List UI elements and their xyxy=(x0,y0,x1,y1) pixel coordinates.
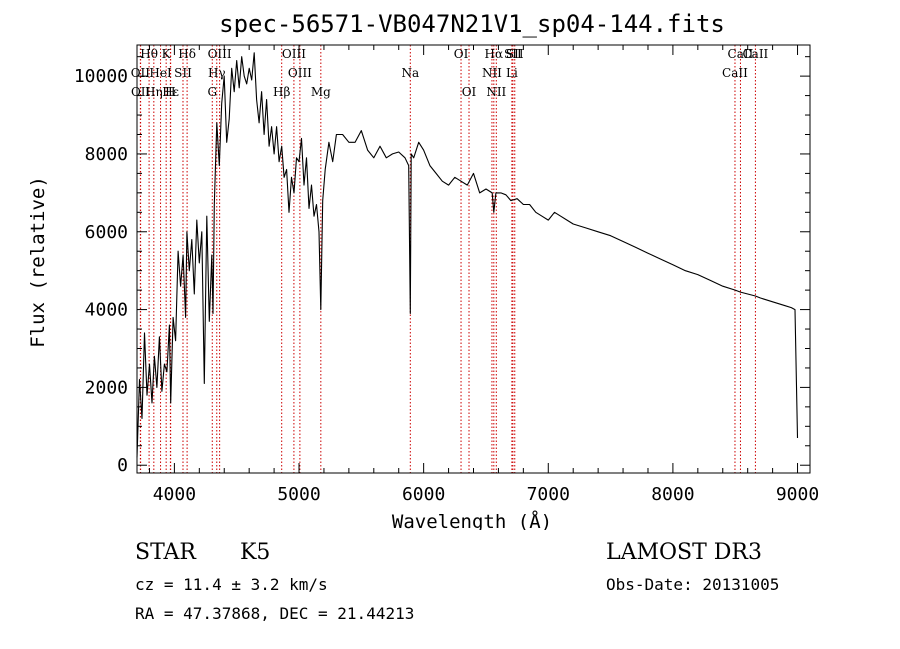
marker-label-20: Hη xyxy=(145,85,163,99)
axis-ticks xyxy=(137,45,810,473)
marker-label-22: G xyxy=(207,85,217,99)
x-tick-label-3: 7000 xyxy=(527,484,570,505)
x-tick-label-5: 9000 xyxy=(776,484,819,505)
marker-label-26: NII xyxy=(486,85,506,99)
marker-label-0: Hθ xyxy=(140,47,158,61)
redshift-velocity: cz = 11.4 ± 3.2 km/s xyxy=(135,575,328,594)
x-tick-label-0: 4000 xyxy=(153,484,196,505)
marker-label-14: Na xyxy=(401,66,419,80)
marker-label-4: OIII xyxy=(282,47,306,61)
marker-label-24: Mg xyxy=(311,85,331,99)
marker-label-12: Hγ xyxy=(208,66,226,80)
marker-label-10: HeI xyxy=(149,66,172,80)
marker-label-25: OI xyxy=(462,85,477,99)
spectrum-chart: spec-56571-VB047N21V1_sp04-144.fits Hθ K H… xyxy=(27,10,820,530)
x-tick-labels: 4000 5000 6000 7000 8000 9000 xyxy=(153,484,820,505)
spectral-subclass: K5 xyxy=(240,540,271,565)
marker-label-1: K xyxy=(162,47,172,61)
observation-date: Obs-Date: 20131005 xyxy=(606,575,780,594)
x-tick-label-1: 5000 xyxy=(277,484,320,505)
survey-name: LAMOST DR3 xyxy=(606,540,762,565)
marker-label-3: OIII xyxy=(208,47,232,61)
x-tick-label-4: 8000 xyxy=(651,484,694,505)
x-tick-label-2: 6000 xyxy=(402,484,445,505)
marker-label-17: CaII xyxy=(722,66,748,80)
y-tick-label-0: 0 xyxy=(117,455,128,476)
object-type: STAR xyxy=(135,540,196,565)
marker-label-6: Hα xyxy=(485,47,504,61)
y-tick-label-1: 2000 xyxy=(85,377,128,398)
line-markers xyxy=(139,45,756,473)
marker-label-19: Hε xyxy=(162,85,179,99)
marker-label-15: NII xyxy=(482,66,502,80)
marker-label-5: OI xyxy=(454,47,469,61)
marker-label-8: CaII xyxy=(728,47,754,61)
y-tick-label-2: 4000 xyxy=(85,300,128,321)
plot-frame xyxy=(136,44,811,474)
y-axis-label: Flux (relative) xyxy=(27,176,49,348)
marker-label-11: SII xyxy=(174,66,192,80)
y-tick-labels: 0 2000 4000 6000 8000 10000 xyxy=(74,66,128,476)
marker-label-23: Hβ xyxy=(273,85,290,99)
y-tick-label-5: 10000 xyxy=(74,66,128,87)
x-axis-label: Wavelength (Å) xyxy=(392,510,552,530)
marker-label-16: Li xyxy=(506,66,518,80)
marker-label-13: OIII xyxy=(288,66,312,80)
y-tick-label-4: 8000 xyxy=(85,144,128,165)
marker-label-27: SII xyxy=(506,47,524,61)
marker-label-7: SII xyxy=(504,47,522,61)
marker-label-28: CaII xyxy=(742,47,768,61)
spectrum-line xyxy=(136,52,799,458)
marker-label-21: H xyxy=(165,85,175,99)
marker-label-2: Hδ xyxy=(178,47,196,61)
sky-coordinates: RA = 47.37868, DEC = 21.44213 xyxy=(135,604,415,623)
marker-label-18: OII xyxy=(131,85,151,99)
marker-label-9: OII xyxy=(131,66,151,80)
chart-title: spec-56571-VB047N21V1_sp04-144.fits xyxy=(219,10,725,38)
y-tick-label-3: 6000 xyxy=(85,222,128,243)
